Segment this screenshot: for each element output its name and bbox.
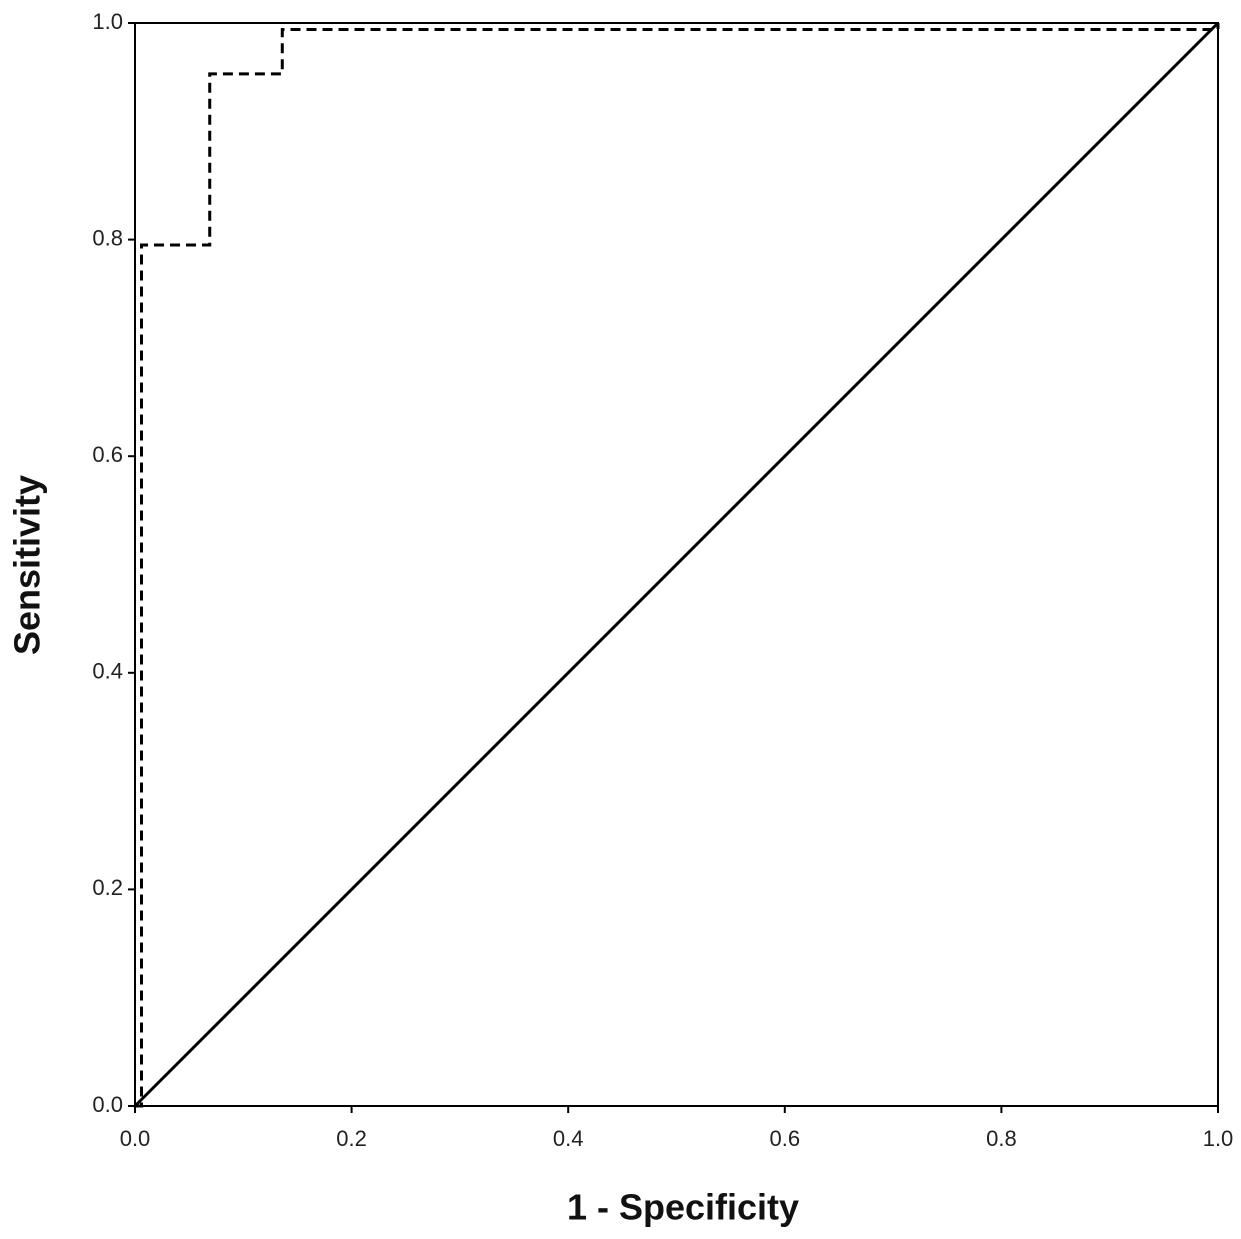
x-tick-label: 0.6 [770, 1126, 801, 1151]
y-tick-label: 0.2 [92, 875, 123, 900]
x-tick-label: 0.2 [336, 1126, 367, 1151]
y-tick-label: 0.6 [92, 442, 123, 467]
y-tick-label: 0.4 [92, 659, 123, 684]
x-tick-label: 0.0 [120, 1126, 151, 1151]
plot-frame [134, 22, 1219, 1107]
y-tick-label: 0.8 [92, 225, 123, 250]
roc-curve [135, 23, 1220, 1108]
y-axis-title: Sensitivity [7, 475, 48, 655]
x-axis-title: 1 - Specificity [567, 1187, 799, 1228]
x-tick-label: 1.0 [1203, 1126, 1234, 1151]
reference-line [133, 21, 1220, 1108]
x-tick-label: 0.4 [553, 1126, 584, 1151]
x-tick-label: 0.8 [986, 1126, 1017, 1151]
y-tick-label: 1.0 [92, 9, 123, 34]
y-tick-label: 0.0 [92, 1092, 123, 1117]
